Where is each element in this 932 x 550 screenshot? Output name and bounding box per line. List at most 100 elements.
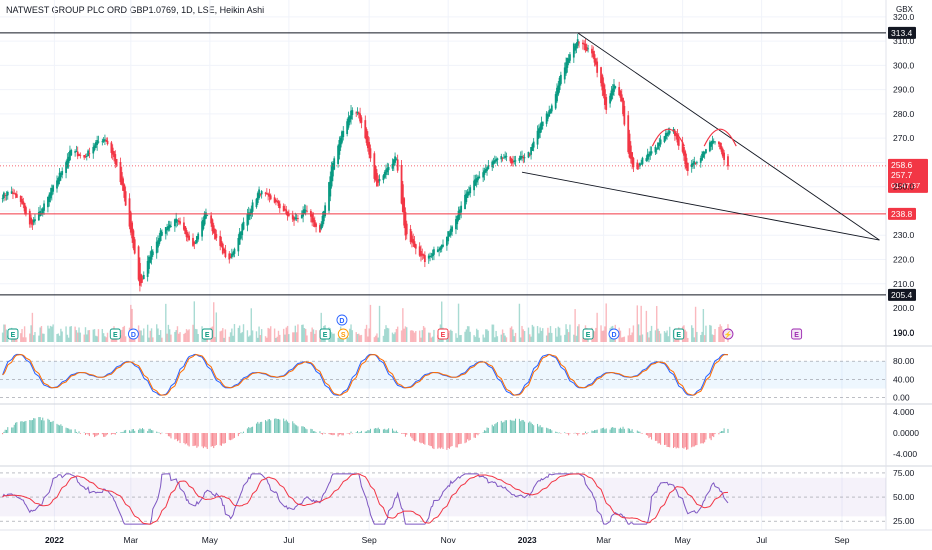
- macd-histogram-bar: [206, 433, 208, 449]
- macd-histogram-bar: [566, 433, 568, 434]
- volume-bar: [548, 332, 550, 342]
- volume-bar: [569, 324, 571, 342]
- volume-bar: [520, 337, 522, 342]
- time-tick-label: May: [675, 535, 692, 545]
- volume-bar: [367, 336, 369, 342]
- macd-histogram-bar: [11, 427, 13, 433]
- event-marker-label: E: [586, 332, 591, 339]
- volume-bar: [433, 329, 435, 342]
- price-level-tag: [888, 207, 916, 220]
- event-markers[interactable]: E E D E EDS E E D E ⚡ E: [7, 314, 803, 340]
- volume-bar: [34, 332, 36, 342]
- candle-body: [297, 218, 299, 219]
- macd-histogram-bar: [140, 429, 142, 433]
- event-marker-label: E: [205, 332, 210, 339]
- candle-body: [240, 231, 242, 239]
- macd-histogram-bar: [197, 433, 199, 447]
- volume-bar: [1, 332, 4, 342]
- volume-bar: [250, 308, 252, 342]
- earnings-marker[interactable]: E: [201, 328, 213, 340]
- macd-histogram-bar: [101, 433, 103, 435]
- volume-bar: [286, 325, 289, 342]
- macd-histogram-bar: [103, 433, 105, 437]
- macd-histogram-bar: [219, 433, 221, 446]
- macd-pane[interactable]: [2, 417, 729, 450]
- news-marker[interactable]: ⚡: [722, 328, 734, 340]
- volume-bar: [51, 326, 53, 342]
- volume-bar: [409, 330, 412, 342]
- time-tick-label: 2023: [518, 535, 537, 545]
- event-marker-shape: [791, 328, 803, 340]
- macd-histogram-bar: [711, 433, 713, 437]
- volume-bar: [400, 330, 403, 342]
- macd-histogram-bar: [193, 433, 195, 446]
- macd-histogram-bar: [713, 433, 715, 438]
- macd-histogram-bar: [337, 433, 339, 437]
- macd-histogram-bar: [224, 433, 226, 444]
- volume-bar: [196, 329, 198, 342]
- macd-histogram-bar: [574, 432, 576, 434]
- earnings-marker[interactable]: E: [7, 328, 19, 340]
- macd-tick-label: -4.000: [893, 449, 917, 459]
- volume-bar: [213, 302, 215, 342]
- earnings-marker[interactable]: E: [673, 328, 685, 340]
- time-axis[interactable]: 2022 Mar May Jul Sep Nov 2023 Mar May Jul Sep: [0, 529, 932, 545]
- macd-histogram-bar: [114, 433, 116, 435]
- candle-body: [119, 162, 122, 183]
- dividend-marker[interactable]: D: [127, 328, 139, 340]
- dividend-marker[interactable]: D: [336, 314, 348, 326]
- drawings[interactable]: [521, 32, 880, 241]
- macd-histogram-bar: [50, 421, 52, 433]
- macd-histogram-bar: [366, 431, 368, 433]
- candle-body: [255, 198, 258, 208]
- earnings-marker[interactable]: E: [319, 328, 331, 340]
- price-pane[interactable]: E E D E EDS E E D E ⚡ E: [0, 32, 886, 342]
- candle-body: [486, 167, 488, 171]
- candle-body: [123, 184, 126, 198]
- volume-bar: [595, 327, 597, 342]
- candle-body: [650, 151, 653, 154]
- macd-histogram-bar: [468, 433, 470, 441]
- volume-bar: [176, 326, 179, 342]
- volume-bar: [268, 328, 271, 342]
- macd-histogram-bar: [88, 433, 90, 437]
- dividend-marker[interactable]: D: [608, 328, 620, 340]
- candle-body: [455, 219, 457, 230]
- candle-body: [469, 187, 472, 194]
- earnings-marker[interactable]: E: [437, 328, 449, 340]
- candle-body: [718, 141, 720, 145]
- candle-body: [312, 218, 315, 223]
- time-tick-label: Sep: [834, 535, 849, 545]
- macd-histogram-bar: [107, 433, 109, 435]
- volume-bar: [575, 335, 578, 342]
- earnings-marker[interactable]: E: [109, 328, 121, 340]
- candle-body: [556, 87, 558, 102]
- macd-histogram-bar: [22, 421, 24, 433]
- candle-body: [28, 210, 31, 225]
- split-marker[interactable]: S: [337, 328, 349, 340]
- stoch-rsi-pane[interactable]: [0, 353, 886, 399]
- price-tick-label: 190.0: [893, 327, 915, 337]
- candle-body: [646, 153, 649, 160]
- candle-body: [237, 238, 240, 252]
- macd-histogram-bar: [369, 428, 371, 433]
- volume-bar: [122, 327, 124, 342]
- candle-body: [50, 187, 53, 196]
- macd-histogram-bar: [143, 429, 145, 433]
- macd-histogram-bar: [255, 423, 257, 433]
- candle-body: [322, 211, 325, 222]
- volume-bar: [574, 309, 576, 342]
- candle-body: [474, 179, 477, 186]
- macd-histogram-bar: [368, 430, 370, 433]
- volume-bar: [284, 334, 286, 342]
- earnings-marker[interactable]: E: [791, 328, 803, 340]
- macd-histogram-bar: [411, 433, 413, 439]
- earnings-marker[interactable]: E: [582, 328, 594, 340]
- rsi-pane[interactable]: [0, 472, 886, 525]
- macd-histogram-bar: [42, 417, 44, 433]
- candle-body: [602, 82, 605, 96]
- macd-histogram-bar: [509, 419, 511, 433]
- macd-histogram-bar: [186, 433, 188, 444]
